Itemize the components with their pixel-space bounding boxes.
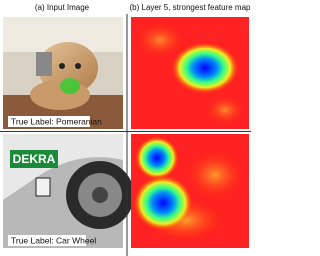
true-label: True Label: Pomeranian: [11, 116, 102, 126]
figure: (a) Input Image (b) Layer 5, strongest f…: [0, 0, 251, 256]
feature-map: [131, 17, 249, 129]
logo: DEKRA: [13, 152, 56, 166]
column-title: (b) Layer 5, strongest feature map: [130, 3, 251, 12]
true-label: True Label: Car Wheel: [11, 235, 96, 245]
column-title: (a) Input Image: [35, 3, 90, 12]
input-image: DEKRA True Label: Car Wheel: [3, 134, 134, 248]
input-image: True Label: Pomeranian: [3, 17, 123, 129]
feature-map: [131, 134, 249, 248]
